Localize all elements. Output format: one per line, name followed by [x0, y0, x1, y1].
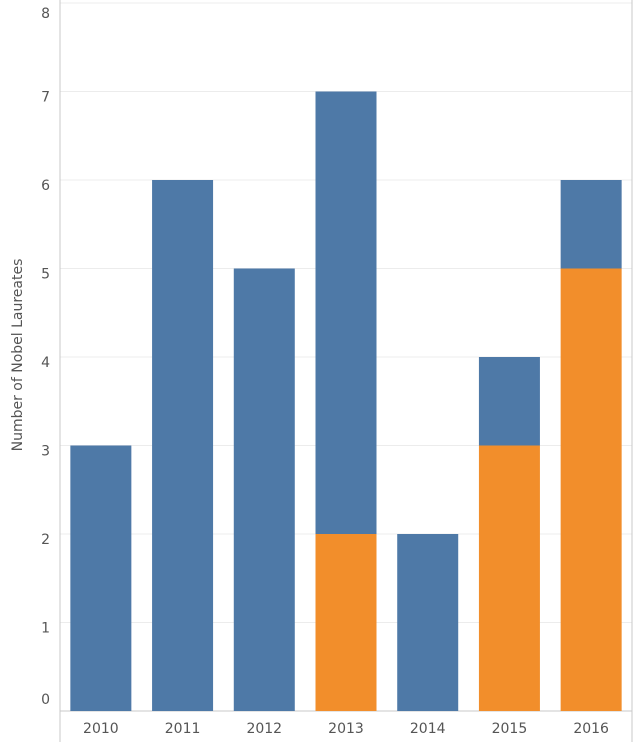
y-axis-title: Number of Nobel Laureates	[10, 259, 26, 452]
x-tick-label: 2011	[165, 721, 201, 737]
x-tick-label: 2015	[492, 721, 528, 737]
bar-segment	[315, 91, 377, 534]
bar-segment	[397, 534, 459, 711]
x-tick-label: 2012	[246, 721, 282, 737]
y-tick-label: 2	[41, 532, 50, 548]
x-tick-label: 2013	[328, 721, 364, 737]
bar-segment	[70, 445, 132, 711]
y-tick-label: 3	[41, 444, 50, 460]
bar-segment	[315, 534, 377, 711]
y-tick-label: 5	[41, 267, 50, 283]
y-tick-label: 1	[41, 621, 50, 637]
x-tick-label: 2016	[573, 721, 609, 737]
bar-segment	[233, 268, 295, 711]
bar-segment	[560, 268, 622, 711]
bar-segment	[478, 445, 540, 711]
x-tick-label: 2010	[83, 721, 119, 737]
y-tick-label: 6	[41, 178, 50, 194]
x-tick-label: 2014	[410, 721, 446, 737]
y-tick-label: 0	[41, 692, 50, 708]
y-tick-label: 4	[41, 355, 50, 371]
y-tick-label: 8	[41, 6, 50, 22]
bar-segment	[152, 180, 214, 711]
bar-segment	[560, 180, 622, 269]
bar-segment	[478, 357, 540, 446]
y-tick-label: 7	[41, 90, 50, 106]
